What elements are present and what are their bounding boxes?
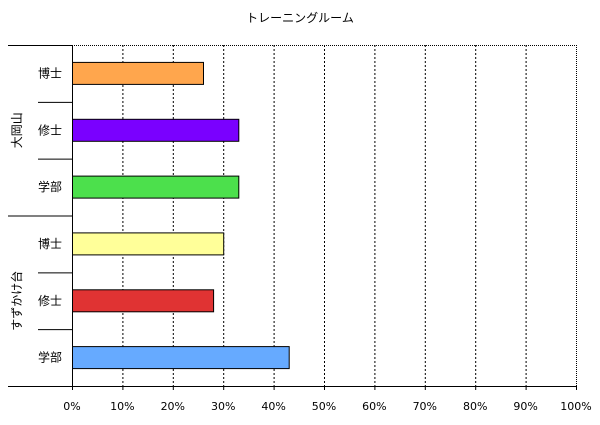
x-tick-label: 70% [413, 400, 437, 413]
x-tick-label: 90% [513, 400, 537, 413]
x-tick-label: 40% [261, 400, 285, 413]
group-label: すずかけ台 [9, 271, 24, 331]
x-tick-label: 30% [211, 400, 235, 413]
x-tick-label: 80% [463, 400, 487, 413]
x-tick-label: 60% [362, 400, 386, 413]
group-label: 大岡山 [10, 112, 24, 148]
x-tick-label: 100% [560, 400, 591, 413]
category-label: 博士 [38, 65, 62, 80]
bar [72, 232, 225, 256]
x-tick-label: 50% [312, 400, 336, 413]
bar [72, 61, 204, 85]
bar [72, 346, 290, 370]
category-label: 学部 [38, 179, 62, 194]
category-label: 学部 [38, 350, 62, 365]
chart-title: トレーニングルーム [246, 11, 354, 25]
category-label: 修士 [38, 293, 62, 308]
x-tick-label: 10% [110, 400, 134, 413]
bar [72, 289, 215, 313]
x-tick-label: 20% [161, 400, 185, 413]
bar [72, 118, 240, 142]
category-label: 博士 [38, 236, 62, 251]
category-label: 修士 [38, 122, 62, 137]
bar [72, 175, 240, 199]
x-tick-label: 0% [63, 400, 80, 413]
